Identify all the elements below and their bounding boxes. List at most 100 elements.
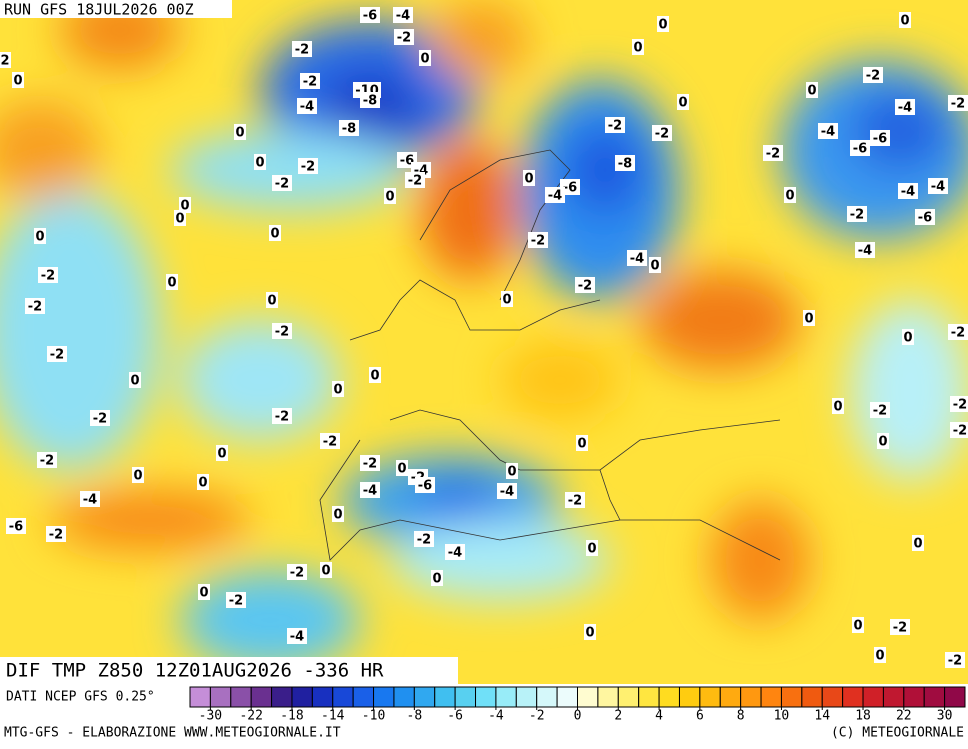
contour-label-bg [37, 452, 57, 468]
contour-label: -2 [275, 177, 289, 192]
contour-label: -2 [850, 208, 864, 223]
colorbar-swatch [678, 686, 701, 708]
contour-label: -2 [49, 528, 63, 543]
contour-label-bg [863, 67, 883, 83]
contour-label-bg [0, 52, 11, 68]
contour-label: -6 [563, 181, 577, 196]
colorbar-swatch [556, 686, 579, 708]
contour-label-bg [847, 206, 867, 222]
contour-label: 0 [180, 199, 189, 214]
contour-label: -2 [951, 326, 965, 341]
colorbar-tick-label: 2 [614, 709, 622, 724]
colorbar-tick-label: -2 [529, 709, 545, 724]
contour-label: 0 [903, 331, 912, 346]
contour-label-bg [34, 228, 46, 244]
contour-label: 0 [397, 462, 406, 477]
contour-label: 0 [270, 227, 279, 242]
contour-label-bg [898, 183, 918, 199]
colorbar-tick-label: -10 [362, 709, 385, 724]
contour-label-bg [855, 242, 875, 258]
banner-box [0, 657, 458, 684]
contour-label: 0 [658, 18, 667, 33]
contour-label-bg [912, 535, 924, 551]
colorbar-swatch [577, 686, 599, 708]
contour-label: 0 [833, 400, 842, 415]
contour-label: -6 [853, 142, 867, 157]
contour-label-bg [877, 433, 889, 449]
colorbar-swatch [373, 686, 395, 708]
contour-label: -2 [951, 97, 965, 112]
contour-label: 0 [804, 312, 813, 327]
colorbar-swatch [821, 686, 844, 708]
contour-label-bg [928, 178, 948, 194]
contour-label: 0 [198, 476, 207, 491]
contour-label: 0 [35, 230, 44, 245]
contour-label: -6 [400, 154, 414, 169]
contour-label-bg [272, 408, 292, 424]
contour-label-bg [523, 170, 535, 186]
contour-label: -2 [866, 69, 880, 84]
colorbar-tick-label: 18 [855, 709, 871, 724]
contour-label: -2 [295, 43, 309, 58]
contour-label-bg [12, 72, 24, 88]
contour-label: -4 [901, 185, 915, 200]
contour-label-bg [332, 381, 344, 397]
contour-label: 0 [913, 537, 922, 552]
contour-label: 0 [650, 259, 659, 274]
footer-left: MTG-GFS - ELABORAZIONE WWW.METEOGIORNALE… [4, 726, 341, 741]
contour-label: -6 [363, 9, 377, 24]
contour-label: -2 [40, 454, 54, 469]
contour-label: -8 [618, 157, 632, 172]
contour-label: 0 [175, 212, 184, 227]
contour-label-bg [545, 187, 565, 203]
contour-label: -4 [500, 485, 514, 500]
contour-label-bg [852, 617, 864, 633]
colorbar-tick-label: 14 [814, 709, 830, 724]
contour-label-bg [272, 175, 292, 191]
contour-label: -2 [531, 234, 545, 249]
contour-label-bg [818, 123, 838, 139]
contour-label-bg [657, 16, 669, 32]
colorbar-swatch [413, 686, 436, 708]
contour-label-bg [419, 50, 431, 66]
contour-label: -4 [630, 252, 644, 267]
contour-label: -2 [417, 533, 431, 548]
contour-label: -2 [229, 594, 243, 609]
colorbar-swatch [230, 686, 252, 708]
contour-label-bg [166, 274, 178, 290]
contour-label-bg [915, 209, 935, 225]
contour-label: -2 [290, 566, 304, 581]
contour-label: -4 [898, 101, 912, 116]
colorbar-swatch [597, 686, 619, 708]
contour-label-bg [234, 124, 246, 140]
contour-label-bg [254, 154, 266, 170]
contour-label: -2 [408, 174, 422, 189]
contour-label: -2 [275, 410, 289, 425]
colorbar-swatch [658, 686, 680, 708]
contour-label: -2 [93, 412, 107, 427]
contour-label-bg [287, 628, 307, 644]
contour-label-bg [806, 82, 818, 98]
contour-label-bg [649, 257, 661, 273]
colorbar-swatch [271, 686, 293, 708]
contour-label-bg [287, 564, 307, 580]
contour-label: -2 [28, 300, 42, 315]
contour-label: 0 [577, 437, 586, 452]
contour-label: 0 [133, 469, 142, 484]
contour-label: 0 [633, 41, 642, 56]
contour-label-bg [784, 187, 796, 203]
contour-label: -4 [548, 189, 562, 204]
colorbar-swatch [944, 686, 966, 708]
contour-label: -6 [918, 211, 932, 226]
contour-label-bg [899, 12, 911, 28]
contour-label: 0 [370, 369, 379, 384]
colorbar-swatch [352, 686, 375, 708]
contour-label-bg [445, 544, 465, 560]
contour-label: -2 [953, 398, 967, 413]
contour-label-bg [320, 433, 340, 449]
colorbar-tick-label: 4 [655, 709, 663, 724]
contour-label: -2 [303, 75, 317, 90]
contour-label: 0 [878, 435, 887, 450]
colorbar-swatch [393, 686, 415, 708]
